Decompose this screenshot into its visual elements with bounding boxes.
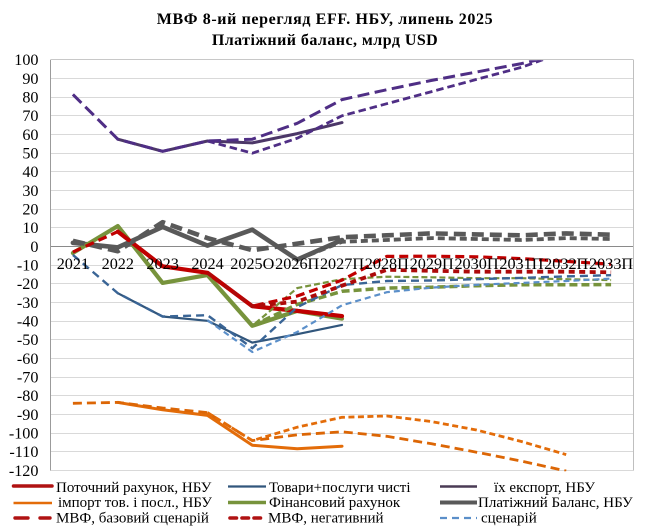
svg-text:2029П: 2029П xyxy=(410,255,454,273)
svg-text:20: 20 xyxy=(22,201,38,219)
svg-text:2025О: 2025О xyxy=(230,255,274,273)
svg-text:2026П: 2026П xyxy=(275,255,319,273)
svg-text:імпорт тов. і посл., НБУ: імпорт тов. і посл., НБУ xyxy=(58,495,212,511)
svg-text:2022: 2022 xyxy=(102,255,134,273)
svg-text:2031П: 2031П xyxy=(499,255,543,273)
svg-text:Фінансовий рахунок: Фінансовий рахунок xyxy=(269,495,401,511)
svg-text:Платіжний Баланс, НБУ: Платіжний Баланс, НБУ xyxy=(478,495,633,511)
svg-text:2033П: 2033П xyxy=(589,255,633,273)
svg-text:2024: 2024 xyxy=(191,255,223,273)
svg-text:МВФ, базовий сценарій: МВФ, базовий сценарій xyxy=(56,511,209,527)
svg-text:-90: -90 xyxy=(17,406,39,424)
svg-text:2030П: 2030П xyxy=(454,255,498,273)
svg-text:-80: -80 xyxy=(17,387,39,405)
svg-text:-100: -100 xyxy=(9,425,39,443)
svg-text:Товари+послуги чисті: Товари+послуги чисті xyxy=(269,480,411,496)
svg-text:сценарій: сценарій xyxy=(481,511,537,527)
svg-text:30: 30 xyxy=(22,182,38,200)
svg-text:100: 100 xyxy=(14,51,38,69)
svg-text:МВФ, негативний: МВФ, негативний xyxy=(268,511,384,527)
svg-text:10: 10 xyxy=(22,219,38,237)
svg-text:МВФ 8-ий перегляд EFF. НБУ, ли: МВФ 8-ий перегляд EFF. НБУ, липень 2025 xyxy=(157,11,494,28)
svg-text:-110: -110 xyxy=(9,443,38,461)
svg-text:-40: -40 xyxy=(17,313,39,331)
svg-text:-70: -70 xyxy=(17,369,39,387)
svg-text:Поточний рахунок, НБУ: Поточний рахунок, НБУ xyxy=(56,480,212,496)
svg-text:їх експорт, НБУ: їх експорт, НБУ xyxy=(494,480,595,496)
svg-text:0: 0 xyxy=(30,238,38,256)
svg-text:-10: -10 xyxy=(17,257,39,275)
svg-text:50: 50 xyxy=(22,145,38,163)
svg-text:2032П: 2032П xyxy=(544,255,588,273)
svg-text:80: 80 xyxy=(22,89,38,107)
svg-text:70: 70 xyxy=(22,107,38,125)
svg-text:-30: -30 xyxy=(17,294,39,312)
svg-text:-120: -120 xyxy=(9,462,39,480)
svg-text:-50: -50 xyxy=(17,331,39,349)
svg-text:40: 40 xyxy=(22,163,38,181)
svg-text:90: 90 xyxy=(22,70,38,88)
svg-text:2021: 2021 xyxy=(57,255,89,273)
svg-text:2028П: 2028П xyxy=(365,255,409,273)
svg-text:60: 60 xyxy=(22,126,38,144)
svg-text:2023: 2023 xyxy=(146,255,178,273)
svg-text:-20: -20 xyxy=(17,275,39,293)
svg-text:-60: -60 xyxy=(17,350,39,368)
svg-text:Платіжний баланс, млрд USD: Платіжний баланс, млрд USD xyxy=(212,32,438,49)
svg-text:2027П: 2027П xyxy=(320,255,364,273)
